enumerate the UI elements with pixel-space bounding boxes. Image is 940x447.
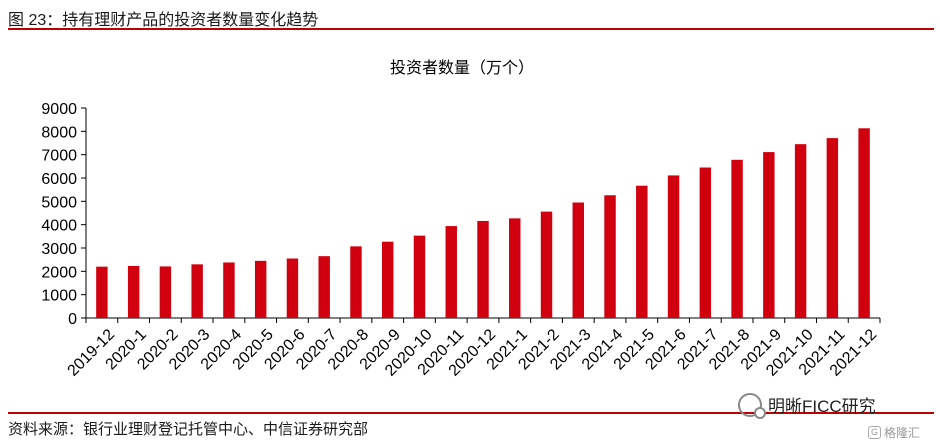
bar	[350, 246, 362, 318]
bar	[191, 264, 203, 318]
bar	[318, 256, 330, 318]
bar	[731, 159, 743, 318]
bar	[413, 235, 426, 318]
bar	[382, 241, 394, 318]
bar	[159, 266, 172, 318]
y-tick-label: 9000	[41, 101, 77, 118]
chart-bars	[96, 128, 870, 318]
bar	[96, 266, 108, 318]
wechat-icon	[738, 392, 766, 419]
bar	[763, 152, 775, 318]
bar	[540, 211, 553, 318]
y-tick-label: 3000	[41, 241, 77, 258]
brand-mark: G 格隆汇	[868, 424, 920, 441]
y-tick-label: 6000	[41, 171, 77, 188]
bar	[858, 128, 870, 318]
y-tick-label: 8000	[41, 124, 77, 141]
bar	[826, 138, 839, 318]
bar	[286, 258, 299, 318]
bar	[667, 175, 680, 318]
bar	[636, 185, 648, 318]
bar	[445, 226, 457, 318]
chart-title: 投资者数量（万个）	[390, 59, 534, 77]
y-tick-label: 2000	[41, 264, 77, 281]
y-tick-label: 0	[68, 311, 77, 328]
bar-chart: 投资者数量（万个） 0 1000 2000 3000 4000 5000 6000 7000 8…	[41, 59, 881, 380]
bar	[794, 144, 807, 318]
bottom-rule	[8, 412, 934, 414]
y-tick-label: 1000	[41, 288, 77, 305]
bar	[572, 202, 584, 318]
top-rule	[8, 28, 934, 30]
bar	[223, 262, 235, 318]
source-note: 资料来源：银行业理财登记托管中心、中信证券研究部	[8, 421, 369, 438]
bar	[477, 220, 489, 318]
gelonghui-logo-icon: G	[868, 426, 881, 439]
y-tick-labels: 0 1000 2000 3000 4000 5000 6000 7000 8000 9000	[41, 101, 77, 328]
bar	[509, 218, 521, 318]
y-tick-label: 5000	[41, 194, 77, 211]
figure-title: 图 23：持有理财产品的投资者数量变化趋势	[8, 12, 319, 29]
bar	[254, 260, 267, 318]
brand-text: 格隆汇	[884, 426, 921, 440]
y-tick-label: 7000	[41, 148, 77, 165]
bar	[127, 265, 140, 318]
watermark: 明晰FICC研究	[738, 392, 876, 419]
x-tick-labels: 2019-122020-12020-22020-32020-42020-5202…	[65, 326, 881, 380]
bar	[699, 167, 712, 318]
watermark-text: 明晰FICC研究	[768, 397, 876, 416]
bar	[604, 195, 616, 318]
y-tick-label: 4000	[41, 218, 77, 235]
